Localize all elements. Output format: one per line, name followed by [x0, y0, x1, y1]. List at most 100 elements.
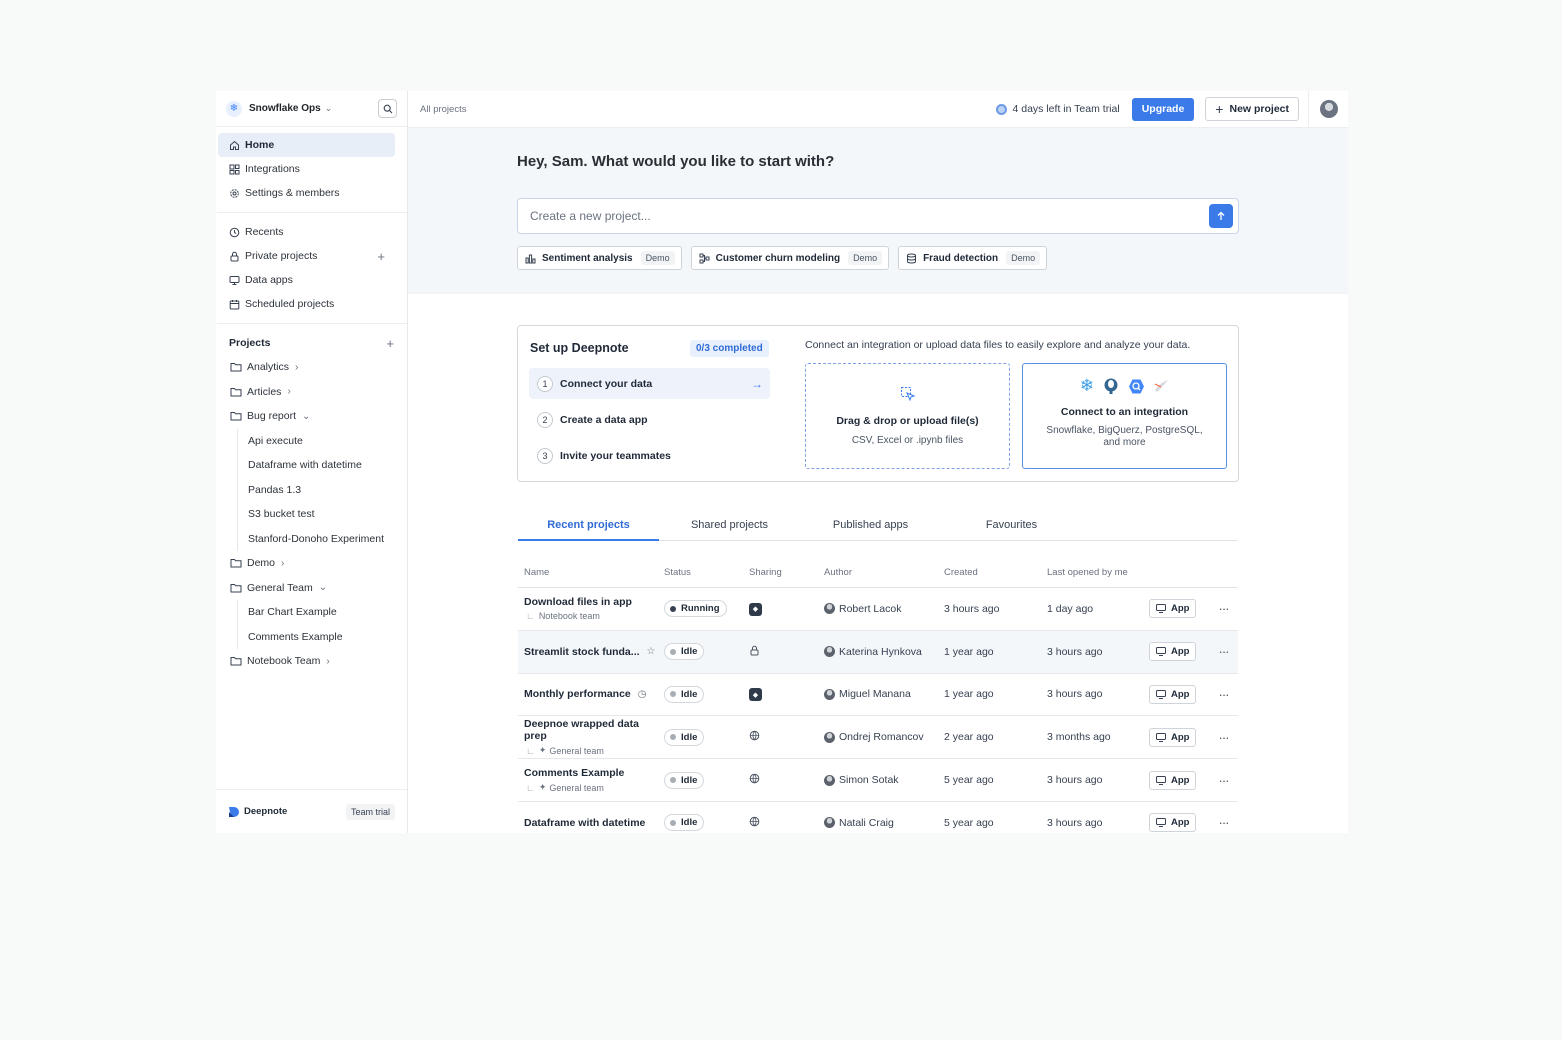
project-link[interactable]: Bar Chart Example — [248, 606, 337, 619]
chip-fraud-detection[interactable]: Fraud detection Demo — [898, 246, 1048, 270]
column-header-last-opened[interactable]: Last opened by me — [1047, 566, 1128, 578]
project-folder-label: General team — [549, 745, 604, 756]
new-project-prompt[interactable] — [517, 198, 1239, 234]
more-options-icon[interactable]: ··· — [1218, 815, 1230, 831]
avatar — [824, 603, 835, 615]
table-row[interactable]: Comments Example ∟ ✦ General team Idle Sim… — [518, 759, 1238, 802]
projects-heading: Projects + — [217, 331, 407, 355]
table-row[interactable]: Dataframe with datetime Idle Natali Crai… — [518, 802, 1238, 833]
new-project-button[interactable]: + New project — [1205, 97, 1299, 121]
open-app-button[interactable]: App — [1149, 684, 1197, 704]
column-header-author[interactable]: Author — [824, 566, 852, 578]
connect-integration-card[interactable]: ❄ Connect to an integration Snowflake, B… — [1022, 363, 1227, 469]
project-link[interactable]: Stanford-Donoho Experiment — [248, 532, 384, 545]
tab-published-apps[interactable]: Published apps — [832, 519, 909, 531]
open-app-button[interactable]: App — [1149, 770, 1197, 790]
corner-icon: ∟ — [526, 745, 535, 756]
project-name[interactable]: Streamlit stock funda... ☆ — [524, 646, 664, 658]
folder-analytics[interactable]: Analytics › — [217, 355, 407, 380]
open-app-button[interactable]: App — [1149, 599, 1197, 619]
lock-icon — [228, 250, 240, 262]
team-share-icon[interactable]: ◆ — [749, 688, 762, 702]
folder-general-team[interactable]: General Team ⌄ — [217, 576, 407, 601]
project-link[interactable]: Pandas 1.3 — [248, 483, 302, 496]
more-options-icon[interactable]: ··· — [1218, 772, 1230, 788]
table-row[interactable]: Download files in app ∟ Notebook team Run… — [518, 588, 1238, 631]
table-row[interactable]: Monthly performance ◷ Idle ◆ Miguel Manan… — [518, 674, 1238, 717]
nav-item-home[interactable]: Home — [218, 133, 395, 157]
chevron-right-icon[interactable]: › — [287, 386, 291, 398]
submit-prompt-button[interactable] — [1209, 204, 1233, 228]
project-link[interactable]: Api execute — [248, 434, 303, 447]
nav-item-data-apps[interactable]: Data apps — [218, 268, 395, 292]
open-app-button[interactable]: App — [1149, 813, 1197, 833]
chevron-down-icon[interactable]: ⌄ — [318, 582, 328, 594]
table-row[interactable]: Streamlit stock funda... ☆ Idle Katerina … — [518, 630, 1238, 674]
setup-step-connect-data[interactable]: 1 Connect your data → — [529, 368, 770, 399]
project-name[interactable]: Deepnoe wrapped data prep — [524, 718, 639, 743]
chevron-right-icon[interactable]: › — [295, 361, 299, 373]
column-header-sharing[interactable]: Sharing — [749, 566, 782, 578]
tab-shared-projects[interactable]: Shared projects — [690, 519, 769, 531]
open-app-button[interactable]: App — [1149, 642, 1197, 662]
project-name[interactable]: Download files in app — [524, 596, 632, 609]
breadcrumb[interactable]: All projects — [420, 103, 467, 115]
upgrade-button[interactable]: Upgrade — [1131, 97, 1195, 121]
folder-demo[interactable]: Demo › — [217, 551, 407, 576]
setup-title: Set up Deepnote — [530, 341, 629, 355]
more-options-icon[interactable]: ··· — [1218, 729, 1230, 745]
add-project-button[interactable]: + — [386, 335, 394, 351]
nav-item-private-projects[interactable]: Private projects + — [218, 244, 395, 268]
setup-step-invite-teammates[interactable]: 3 Invite your teammates — [529, 440, 770, 471]
prompt-input[interactable] — [530, 209, 1190, 223]
user-avatar[interactable] — [1320, 100, 1338, 118]
workspace-name[interactable]: Snowflake Ops — [249, 103, 321, 114]
nav-item-recents[interactable]: Recents — [218, 220, 395, 244]
project-name[interactable]: Monthly performance ◷ — [524, 688, 664, 700]
project-name[interactable]: Dataframe with datetime — [524, 816, 646, 829]
column-header-name[interactable]: Name — [524, 566, 550, 578]
star-icon[interactable]: ☆ — [646, 646, 656, 658]
folder-notebook-team[interactable]: Notebook Team › — [217, 649, 407, 674]
table-row[interactable]: Deepnoe wrapped data prep ∟ ✦ General team… — [518, 716, 1238, 760]
column-header-status[interactable]: Status — [664, 566, 691, 578]
team-share-icon[interactable]: ◆ — [749, 602, 762, 616]
search-button[interactable] — [378, 99, 397, 118]
lock-icon[interactable] — [749, 645, 760, 656]
globe-icon[interactable] — [749, 816, 760, 827]
chevron-right-icon[interactable]: › — [326, 655, 330, 667]
project-link[interactable]: Dataframe with datetime — [248, 459, 362, 472]
nav-item-integrations[interactable]: Integrations — [218, 157, 395, 181]
more-options-icon[interactable]: ··· — [1218, 686, 1230, 702]
search-icon — [383, 104, 392, 113]
globe-icon[interactable] — [749, 773, 760, 784]
file-upload-dropzone[interactable]: Drag & drop or upload file(s) CSV, Excel… — [805, 363, 1010, 469]
chevron-down-icon[interactable]: ⌄ — [324, 103, 333, 113]
app-button-label: App — [1171, 731, 1190, 743]
team-icon: ✦ — [538, 782, 547, 793]
folder-bug-report[interactable]: Bug report ⌄ — [217, 404, 407, 429]
tab-favourites[interactable]: Favourites — [985, 519, 1038, 531]
tab-recent-projects[interactable]: Recent projects — [518, 517, 659, 541]
project-name[interactable]: Comments Example — [524, 767, 625, 780]
chip-sentiment-analysis[interactable]: Sentiment analysis Demo — [517, 246, 682, 270]
open-app-button[interactable]: App — [1149, 727, 1197, 747]
globe-icon[interactable] — [749, 730, 760, 741]
add-private-project-button[interactable]: + — [377, 248, 385, 264]
setup-step-create-data-app[interactable]: 2 Create a data app — [529, 404, 770, 435]
project-link[interactable]: S3 bucket test — [248, 508, 315, 521]
chip-customer-churn-modeling[interactable]: Customer churn modeling Demo — [690, 246, 890, 270]
nav-item-scheduled-projects[interactable]: Scheduled projects — [218, 292, 395, 316]
folder-articles[interactable]: Articles › — [217, 380, 407, 405]
more-options-icon[interactable]: ··· — [1218, 601, 1230, 617]
nav-item-settings[interactable]: Settings & members — [218, 181, 395, 205]
created-time: 1 year ago — [944, 645, 994, 658]
home-icon — [228, 139, 240, 151]
monitor-icon — [1156, 775, 1166, 785]
more-options-icon[interactable]: ··· — [1218, 644, 1230, 660]
chevron-right-icon[interactable]: › — [281, 557, 285, 569]
column-header-created[interactable]: Created — [944, 566, 978, 578]
deepnote-logo[interactable]: Deepnote — [228, 806, 287, 818]
chevron-down-icon[interactable]: ⌄ — [302, 410, 311, 422]
project-link[interactable]: Comments Example — [248, 630, 343, 643]
